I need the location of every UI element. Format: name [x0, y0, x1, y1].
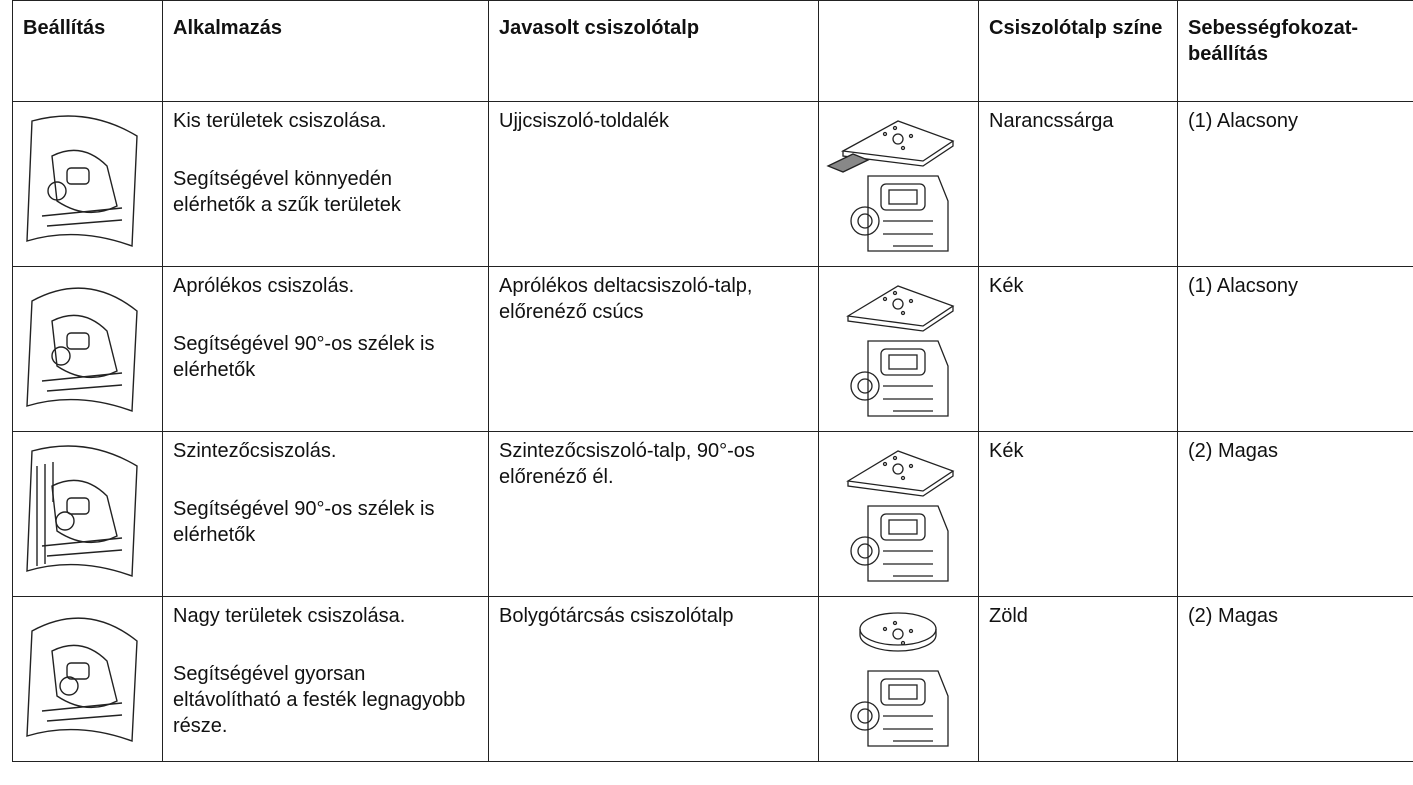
- pad-cell: Aprólékos deltacsiszoló-talp, előrenéző …: [488, 266, 819, 432]
- speed-cell: (1) Alacsony: [1177, 101, 1413, 267]
- icon-cell: [12, 266, 163, 432]
- header-cell: Sebességfokozat-beállítás: [1177, 0, 1413, 102]
- application-detail: Segítségével 90°-os szélek is elérhetők: [173, 498, 435, 546]
- application-cell: Kis területek csiszolása. Segítségével kö…: [162, 101, 489, 267]
- color-cell: Kék: [978, 431, 1178, 597]
- icon-cell: [12, 101, 163, 267]
- color-cell: Narancssárga: [978, 101, 1178, 267]
- table-row: Aprólékos csiszolás. Segítségével 90°-os …: [12, 266, 1413, 432]
- header-cell: Beállítás: [12, 0, 163, 102]
- pad-image: [846, 450, 955, 582]
- pad-image: [846, 285, 955, 417]
- application-detail: Segítségével 90°-os szélek is elérhetők: [173, 333, 435, 381]
- icon-cell: [12, 431, 163, 597]
- header-row: Beállítás Alkalmazás Javasolt csiszolóta…: [12, 0, 1413, 102]
- pad-image: [850, 612, 949, 747]
- application-title: Kis területek csiszolása.: [173, 110, 387, 132]
- speed-cell: (1) Alacsony: [1177, 266, 1413, 432]
- color-cell: Zöld: [978, 596, 1178, 762]
- header-cell: Csiszolótalp színe: [978, 0, 1178, 102]
- application-detail: Segítségével gyorsan eltávolítható a fes…: [173, 663, 466, 737]
- table-row: Nagy területek csiszolása. Segítségével g…: [12, 596, 1413, 762]
- pad-cell: Bolygótárcsás csiszolótalp: [488, 596, 819, 762]
- application-title: Aprólékos csiszolás.: [173, 275, 355, 297]
- icon-cell: [12, 596, 163, 762]
- usage-icon: [26, 287, 138, 412]
- header-cell: Alkalmazás: [162, 0, 489, 102]
- application-title: Nagy területek csiszolása.: [173, 605, 406, 627]
- pad-image: [826, 120, 955, 252]
- application-detail: Segítségével könnyedén elérhetők a szűk …: [173, 168, 401, 216]
- color-cell: Kék: [978, 266, 1178, 432]
- settings-table: Beállítás Alkalmazás Javasolt csiszolóta…: [12, 0, 1413, 762]
- application-cell: Nagy területek csiszolása. Segítségével g…: [162, 596, 489, 762]
- speed-cell: (2) Magas: [1177, 596, 1413, 762]
- pad-image-cell: [818, 266, 979, 432]
- application-cell: Aprólékos csiszolás. Segítségével 90°-os …: [162, 266, 489, 432]
- usage-icon: [26, 445, 138, 577]
- table-row: Kis területek csiszolása. Segítségével kö…: [12, 101, 1413, 267]
- pad-image-cell: [818, 596, 979, 762]
- application-cell: Szintezőcsiszolás. Segítségével 90°-os sz…: [162, 431, 489, 597]
- pad-image-cell: [818, 431, 979, 597]
- header-cell: Javasolt csiszolótalp: [488, 0, 819, 102]
- pad-image-cell: [818, 101, 979, 267]
- application-title: Szintezőcsiszolás.: [173, 440, 337, 462]
- usage-icon: [26, 115, 138, 247]
- table-row: Szintezőcsiszolás. Segítségével 90°-os sz…: [12, 431, 1413, 597]
- pad-cell: Ujjcsiszoló-toldalék: [488, 101, 819, 267]
- header-cell: [818, 0, 979, 102]
- usage-icon: [26, 617, 138, 742]
- pad-cell: Szintezőcsiszoló-talp, 90°-os előrenéző …: [488, 431, 819, 597]
- table-body: Kis területek csiszolása. Segítségével kö…: [12, 101, 1413, 762]
- speed-cell: (2) Magas: [1177, 431, 1413, 597]
